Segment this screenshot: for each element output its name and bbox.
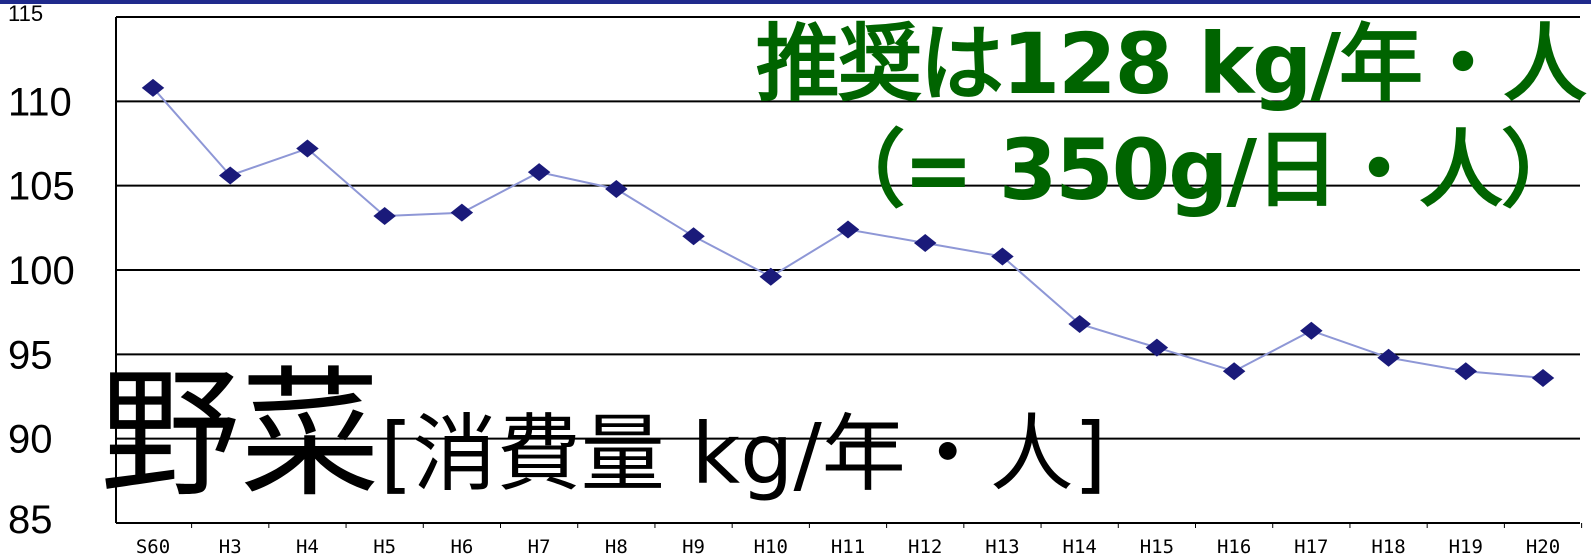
- data-point-H3: [218, 166, 242, 185]
- y-tick-label-110: 110: [8, 80, 72, 124]
- x-tick-label-H10: H10: [754, 536, 788, 558]
- data-point-S60: [141, 78, 165, 97]
- y-tick-label-90: 90: [8, 418, 53, 462]
- data-point-H10: [759, 267, 783, 286]
- y-tick-label-100: 100: [8, 249, 75, 293]
- x-tick-label-H19: H19: [1449, 536, 1483, 558]
- y-tick-label-105: 105: [8, 165, 75, 209]
- chart-title: 野菜[消費量 kg/年・人]: [100, 366, 1107, 506]
- data-point-H14: [1068, 314, 1091, 333]
- x-tick-label-H5: H5: [373, 536, 396, 558]
- recommendation-annotation: 推奨は128 kg/年・人: [756, 22, 1587, 106]
- x-tick-label-H7: H7: [528, 536, 551, 558]
- x-axis-tick-labels: S60 H3 H4 H5 H6 H7 H8 H9 H10 H11 H12 H13 H14 H15 H16 H1…: [136, 536, 1560, 558]
- x-tick-label-H14: H14: [1063, 536, 1097, 558]
- data-point-H12: [913, 234, 937, 253]
- x-tick-label-H17: H17: [1294, 536, 1328, 558]
- y-axis-tick-labels: 115 110 105 100 95 90 85: [8, 1, 75, 542]
- x-tick-label-H20: H20: [1526, 536, 1560, 558]
- data-point-H15: [1145, 338, 1169, 357]
- y-tick-label-115: 115: [8, 1, 43, 26]
- data-point-H19: [1454, 362, 1478, 381]
- chart-title-unit: [消費量 kg/年・人]: [380, 405, 1107, 503]
- data-point-H7: [527, 163, 551, 182]
- x-tick-label-H9: H9: [682, 536, 705, 558]
- data-point-H17: [1300, 321, 1323, 340]
- x-tick-label-H13: H13: [985, 536, 1019, 558]
- grid-lines: [116, 100, 1580, 440]
- data-point-H9: [682, 227, 705, 246]
- data-point-H8: [605, 180, 628, 199]
- data-point-H18: [1377, 348, 1400, 367]
- x-tick-label-H11: H11: [831, 536, 865, 558]
- y-tick-label-95: 95: [8, 333, 53, 377]
- y-tick-label-85: 85: [8, 498, 53, 542]
- recommendation-daily-annotation: （= 350g/日・人）: [821, 128, 1585, 212]
- x-tick-label-H18: H18: [1371, 536, 1405, 558]
- data-point-H13: [991, 247, 1014, 266]
- recommendation-text: 推奨は128 kg/年・人: [755, 15, 1587, 113]
- top-border: [0, 0, 1591, 4]
- x-tick-label-H4: H4: [296, 536, 319, 558]
- chart-title-main: 野菜: [100, 354, 381, 517]
- recommendation-daily-text: （= 350g/日・人）: [821, 121, 1585, 219]
- axes: [115, 16, 1583, 528]
- x-tick-label-H3: H3: [219, 536, 242, 558]
- data-point-H5: [373, 207, 396, 226]
- x-tick-label-H15: H15: [1140, 536, 1174, 558]
- data-point-H11: [836, 220, 860, 239]
- x-tick-label-H6: H6: [450, 536, 473, 558]
- data-point-H6: [450, 203, 474, 222]
- x-tick-label-S60: S60: [136, 536, 170, 558]
- data-point-H16: [1222, 362, 1246, 381]
- x-tick-label-H8: H8: [605, 536, 628, 558]
- x-tick-label-H16: H16: [1217, 536, 1251, 558]
- data-point-H4: [296, 139, 319, 158]
- x-tick-label-H12: H12: [908, 536, 942, 558]
- data-point-H20: [1531, 368, 1555, 387]
- series-markers: [141, 78, 1555, 387]
